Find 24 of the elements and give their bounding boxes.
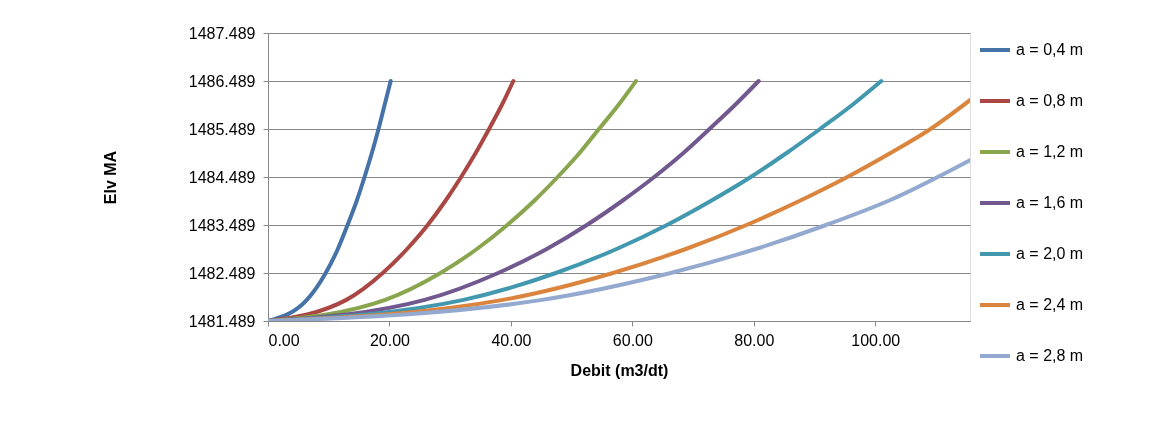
legend-label: a = 0,4 m (1016, 41, 1084, 58)
legend-label: a = 1,6 m (1016, 194, 1084, 211)
x-tick-label: 40.00 (491, 331, 532, 349)
y-tick-label: 1485.489 (188, 120, 256, 138)
x-tick-label: 80.00 (734, 331, 775, 349)
y-axis-title: Elv MA (101, 150, 119, 205)
legend-label: a = 0,8 m (1016, 92, 1084, 109)
line-series (268, 79, 516, 321)
y-tick-label: 1487.489 (188, 24, 256, 42)
legend-label: a = 1,2 m (1016, 143, 1084, 160)
y-tick-label: 1483.489 (188, 216, 256, 234)
x-tick-label: 20.00 (369, 331, 411, 349)
y-tick-label: 1482.489 (188, 264, 256, 282)
x-axis-title: Debit (m3/dt) (570, 361, 669, 379)
x-tick-label: 0.00 (268, 331, 300, 349)
legend-label: a = 2,0 m (1016, 245, 1084, 262)
legend-label: a = 2,8 m (1016, 347, 1084, 364)
legend-label: a = 2,4 m (1016, 296, 1084, 313)
x-tick-label: 100.00 (851, 331, 901, 349)
x-tick-label: 60.00 (612, 331, 653, 349)
y-tick-label: 1481.489 (188, 312, 256, 330)
y-tick-label: 1484.489 (188, 168, 256, 186)
line-series (268, 79, 393, 321)
y-tick-label: 1486.489 (188, 72, 256, 90)
